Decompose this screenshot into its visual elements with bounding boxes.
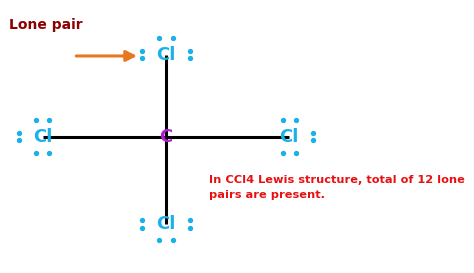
Text: Cl: Cl <box>33 127 52 146</box>
Text: Lone pair: Lone pair <box>9 17 83 32</box>
Text: C: C <box>159 127 173 146</box>
Text: Cl: Cl <box>156 46 175 64</box>
Text: In CCl4 Lewis structure, total of 12 lone
pairs are present.: In CCl4 Lewis structure, total of 12 lon… <box>209 175 465 200</box>
Text: Cl: Cl <box>280 127 299 146</box>
Text: Cl: Cl <box>156 215 175 233</box>
